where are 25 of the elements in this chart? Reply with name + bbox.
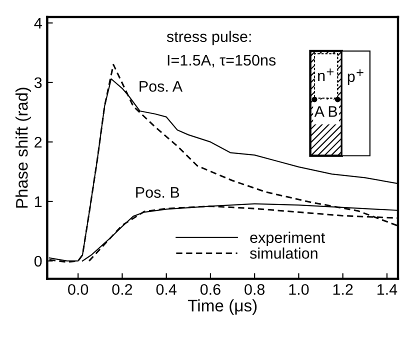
annotation: Pos. B xyxy=(136,187,180,198)
annotation: B xyxy=(328,106,338,117)
y-tick-label: 0 xyxy=(34,256,42,267)
legend-label: simulation xyxy=(250,248,318,259)
x-tick-label: 0.8 xyxy=(244,284,265,295)
y-tick-label: 1 xyxy=(35,196,42,207)
x-tick-label: 0.6 xyxy=(200,284,220,295)
annotation: A xyxy=(314,106,324,117)
annotation: Pos. A xyxy=(140,81,183,92)
annotation: n$^{+}$ xyxy=(318,68,334,82)
x-tick-label: 1.0 xyxy=(289,284,309,295)
x-tick-label: 0.4 xyxy=(156,284,177,295)
annotation: stress pulse: xyxy=(166,30,251,46)
annotation: p$^{+}$ xyxy=(348,69,364,85)
y-axis-title: Phase shift (rad) xyxy=(16,88,32,208)
x-tick-label: 0.0 xyxy=(68,284,88,295)
y-tick-label: 2 xyxy=(34,136,42,148)
x-tick-label: 1.2 xyxy=(333,284,353,295)
x-tick-label: 1.4 xyxy=(378,284,398,295)
x-axis-title: Time (μs) xyxy=(188,299,257,315)
x-tick-label: 0.2 xyxy=(112,284,132,295)
y-tick-label: 3 xyxy=(34,77,42,88)
legend-label: experiment xyxy=(250,232,326,246)
annotation: I=1.5A, τ=150ns xyxy=(168,54,276,68)
y-tick-label: 4 xyxy=(34,18,42,28)
